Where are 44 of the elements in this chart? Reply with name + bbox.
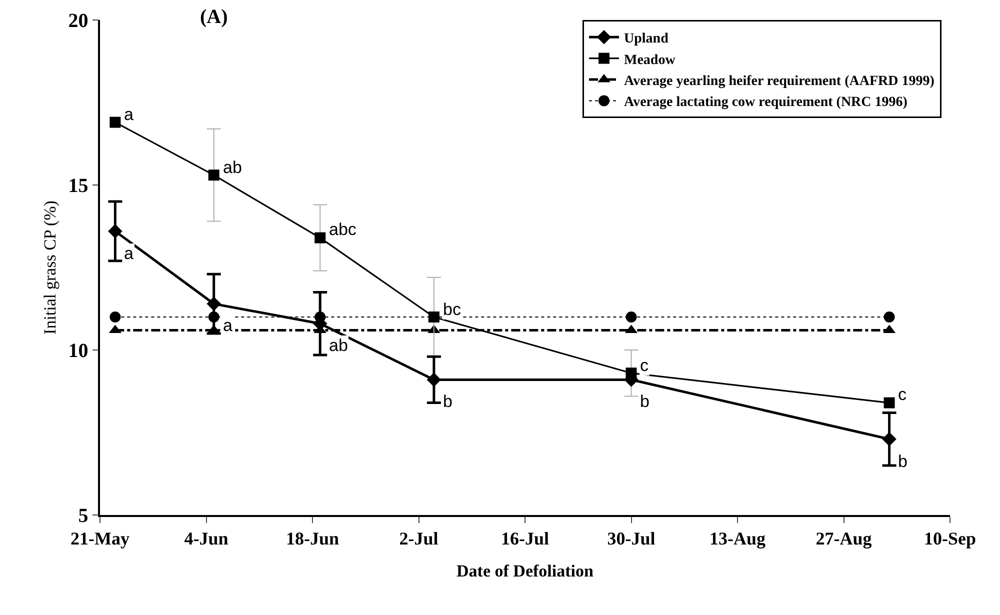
legend-label: Upland xyxy=(624,32,669,47)
x-tick-label: 27-Aug xyxy=(816,528,872,548)
y-tick-label: 15 xyxy=(68,175,88,197)
legend-label: Average lactating cow requirement (NRC 1996) xyxy=(624,95,908,110)
point xyxy=(426,372,442,387)
annotation: a xyxy=(124,244,134,263)
x-axis-title: Date of Defoliation xyxy=(456,562,594,580)
point xyxy=(882,432,896,446)
x-tick-label: 21-May xyxy=(70,528,130,548)
annotation: b xyxy=(443,392,452,411)
point xyxy=(884,397,895,408)
annotation: c xyxy=(640,356,649,375)
x-tick-label: 2-Jul xyxy=(399,528,438,548)
annotation: b xyxy=(640,392,650,411)
annotation: bc xyxy=(443,300,462,319)
annotation: a xyxy=(223,316,233,335)
legend-label: Meadow xyxy=(624,52,676,68)
point xyxy=(626,312,637,322)
point xyxy=(206,296,221,311)
annotation: c xyxy=(898,385,907,404)
point xyxy=(110,312,121,322)
point xyxy=(884,312,895,322)
chart-title: (A) xyxy=(200,6,228,28)
point xyxy=(208,170,220,181)
x-tick-label: 18-Jun xyxy=(286,528,340,548)
x-tick-label: 13-Aug xyxy=(709,528,766,548)
point xyxy=(110,116,121,128)
point xyxy=(108,224,122,238)
x-tick-label: 30-Jul xyxy=(607,528,656,548)
y-axis-title: Initial grass CP (%) xyxy=(40,200,60,334)
point xyxy=(314,232,326,244)
x-tick-label: 10-Sep xyxy=(924,528,976,548)
annotation: b xyxy=(898,452,908,471)
y-tick-label: 5 xyxy=(78,505,88,527)
annotation: ab xyxy=(329,336,348,355)
annotation: ab xyxy=(223,158,242,177)
x-tick-label: 4-Jun xyxy=(184,528,228,548)
y-tick-label: 20 xyxy=(68,10,88,32)
x-tick-label: 16-Jul xyxy=(500,528,550,548)
annotation: a xyxy=(124,105,134,124)
annotation: abc xyxy=(329,220,357,239)
point xyxy=(428,312,440,322)
y-tick-label: 10 xyxy=(68,340,88,362)
legend-label: Average yearling heifer requirement (AAFRD 1999) xyxy=(624,74,935,89)
